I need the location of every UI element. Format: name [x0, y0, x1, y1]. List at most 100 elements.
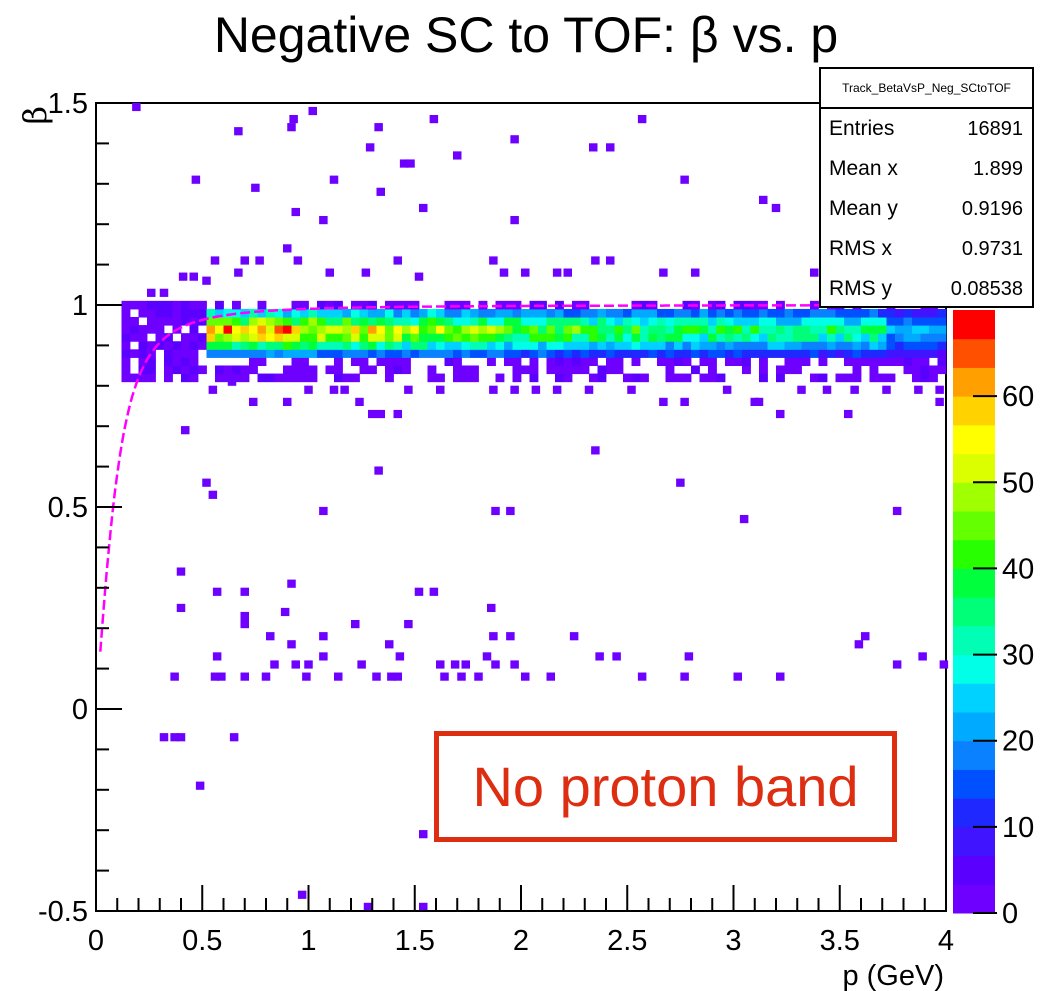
histogram-bin — [648, 341, 658, 350]
histogram-bin — [810, 268, 819, 277]
histogram-bin — [402, 333, 411, 342]
histogram-bin — [444, 333, 454, 342]
histogram-bin — [674, 349, 683, 358]
histogram-bin — [359, 308, 369, 318]
histogram-bin — [155, 317, 165, 326]
histogram-bin — [147, 308, 156, 318]
histogram-bin — [189, 365, 199, 375]
histogram-bin — [759, 317, 768, 326]
histogram-bin — [784, 365, 794, 375]
histogram-bin — [521, 349, 530, 358]
histogram-bin — [657, 349, 666, 358]
histogram-bin — [708, 357, 717, 366]
histogram-bin — [852, 308, 862, 318]
histogram-bin — [147, 357, 156, 366]
histogram-bin — [784, 341, 794, 350]
histogram-bin — [852, 325, 862, 334]
histogram-bin — [453, 373, 462, 383]
histogram-bin — [280, 607, 290, 617]
histogram-bin — [699, 357, 709, 366]
histogram-bin — [869, 373, 879, 383]
histogram-bin — [359, 349, 369, 358]
histogram-bin — [742, 308, 751, 318]
histogram-bin — [801, 325, 811, 334]
colorbar-segment — [953, 884, 995, 914]
histogram-bin — [895, 325, 904, 334]
histogram-bin — [289, 115, 298, 124]
histogram-bin — [708, 308, 717, 318]
histogram-bin — [202, 276, 211, 285]
histogram-bin — [274, 349, 284, 358]
histogram-bin — [892, 506, 902, 516]
histogram-bin — [750, 333, 760, 342]
histogram-bin — [665, 341, 675, 350]
histogram-bin — [232, 365, 241, 375]
histogram-bin — [172, 317, 182, 326]
histogram-bin — [850, 385, 859, 394]
histogram-bin — [861, 325, 870, 334]
histogram-bin — [232, 341, 241, 350]
histogram-bin — [606, 341, 615, 350]
histogram-bin — [903, 308, 913, 318]
histogram-bin — [895, 308, 904, 318]
histogram-bin — [665, 325, 675, 334]
histogram-bin — [376, 308, 386, 318]
histogram-bin — [606, 256, 615, 265]
histogram-bin — [363, 902, 373, 911]
colorbar-segment — [953, 683, 995, 713]
histogram-bin — [733, 349, 743, 358]
histogram-bin — [385, 349, 394, 358]
histogram-bin — [903, 357, 913, 366]
histogram-bin — [818, 341, 828, 350]
histogram-bin — [631, 373, 641, 383]
histogram-bin — [308, 349, 318, 358]
histogram-bin — [572, 325, 581, 334]
histogram-bin — [810, 308, 819, 318]
histogram-bin — [861, 632, 870, 641]
histogram-bin — [504, 317, 513, 326]
histogram-bin — [584, 385, 594, 394]
histogram-bin — [725, 357, 734, 366]
histogram-bin — [385, 640, 394, 649]
histogram-bin — [212, 587, 222, 596]
histogram-bin — [300, 365, 309, 375]
histogram-bin — [835, 317, 845, 326]
histogram-bin — [249, 333, 258, 342]
histogram-bin — [818, 308, 828, 318]
histogram-bin — [580, 333, 590, 342]
histogram-bin — [189, 272, 198, 281]
histogram-bin — [597, 349, 607, 358]
histogram-bin — [895, 333, 904, 342]
histogram-bin — [251, 183, 260, 192]
histogram-bin — [716, 325, 726, 334]
histogram-bin — [334, 672, 343, 681]
histogram-bin — [793, 317, 802, 326]
colorbar-segment — [953, 740, 995, 770]
histogram-bin — [138, 349, 148, 358]
histogram-bin — [784, 357, 794, 366]
histogram-bin — [722, 385, 732, 394]
histogram-bin — [240, 333, 250, 342]
colorbar-tick-label: 50 — [1002, 467, 1034, 499]
histogram-bin — [784, 325, 794, 334]
histogram-bin — [640, 317, 649, 326]
histogram-bin — [461, 341, 471, 350]
histogram-bin — [844, 409, 853, 419]
histogram-bin — [742, 349, 751, 358]
histogram-bin — [457, 672, 466, 681]
histogram-bin — [334, 333, 343, 342]
histogram-bin — [402, 317, 411, 326]
histogram-bin — [351, 357, 360, 366]
histogram-bin — [453, 317, 462, 326]
histogram-bin — [206, 349, 216, 358]
histogram-bin — [293, 256, 303, 265]
histogram-bin — [771, 203, 781, 213]
histogram-bin — [130, 317, 139, 326]
histogram-bin — [274, 373, 284, 383]
histogram-bin — [374, 123, 383, 132]
histogram-bin — [308, 325, 318, 334]
histogram-bin — [708, 333, 717, 342]
y-tick-label: 1.5 — [48, 88, 88, 120]
histogram-bin — [742, 341, 751, 350]
histogram-bin — [937, 333, 947, 342]
